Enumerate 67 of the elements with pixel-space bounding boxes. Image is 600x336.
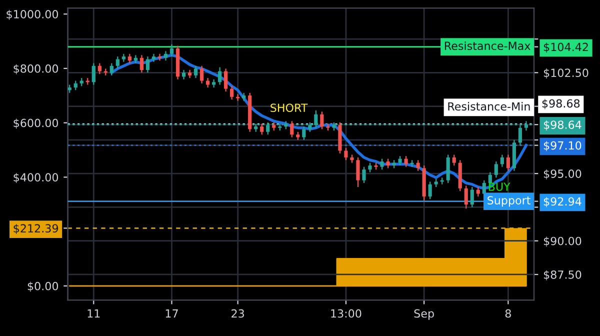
candlestick (320, 111, 324, 130)
y-tick-label: $0.00 (28, 282, 58, 292)
candlestick (194, 65, 198, 79)
y-tick-label: $212.39 (14, 224, 58, 234)
candlestick (302, 126, 306, 140)
candlestick (494, 160, 498, 178)
candlestick (170, 44, 174, 58)
candlestick (74, 80, 78, 91)
y-tick-label: $800.00 (14, 64, 58, 74)
candlestick (218, 66, 222, 86)
candlestick (404, 156, 408, 168)
candlestick (98, 62, 102, 75)
annotation: BUY (488, 182, 510, 191)
candlestick (152, 53, 156, 62)
candlestick (398, 156, 402, 166)
y2-tick-label: $98.64 (544, 120, 582, 130)
y-tick-label: $1000.00 (6, 10, 58, 20)
candlestick (140, 54, 144, 74)
candlestick (182, 69, 186, 80)
candlestick (446, 154, 450, 184)
y-tick-label: $400.00 (14, 172, 58, 184)
candlestick (206, 77, 210, 88)
x-tick-label: 13:00 (331, 309, 362, 318)
y2-tick-label: $102.50 (544, 68, 588, 79)
y2-tick-label: $87.50 (544, 270, 582, 280)
candlestick (260, 123, 264, 136)
y-tick-label: $600.00 (14, 118, 58, 129)
candlestick (224, 68, 228, 92)
x-tick-label: 23 (232, 309, 244, 318)
x-tick-label: 8 (505, 309, 511, 318)
candlestick (158, 53, 162, 62)
candlestick (230, 86, 234, 100)
candlestick (416, 160, 420, 172)
text: $98.68 (542, 99, 580, 110)
x-tick-label: Sep (414, 309, 434, 320)
x-tick-label: 17 (166, 309, 178, 318)
y2-tick-label: $104.42 (544, 42, 588, 53)
legend-label: Resistance-Min (448, 102, 530, 111)
candlestick (200, 65, 204, 84)
annotation: SHORT (270, 104, 308, 112)
x-tick-label: 11 (88, 309, 100, 318)
ref-line-label: Support (488, 196, 530, 207)
y2-tick-label: $92.94 (544, 197, 582, 208)
candlestick (110, 62, 114, 76)
y2-tick-label: $97.10 (544, 141, 582, 152)
ref-line-label: Resistance-Max (444, 41, 530, 50)
candlestick (164, 50, 168, 62)
candlestick (506, 154, 510, 172)
candlestick (128, 53, 132, 64)
candlestick (500, 154, 504, 168)
candlestick (452, 154, 456, 166)
candlestick (146, 56, 150, 74)
y2-tick-label: $90.00 (544, 236, 582, 247)
candlestick (368, 162, 372, 173)
y2-tick-label: $95.00 (544, 169, 582, 180)
candlestick (116, 56, 120, 70)
candlestick (464, 185, 468, 210)
candlestick (380, 158, 384, 170)
candlestick (476, 186, 480, 197)
candlestick (92, 62, 96, 86)
candlestick (290, 120, 294, 138)
candlestick (344, 147, 348, 161)
candlestick (356, 156, 360, 188)
candlestick (428, 181, 432, 200)
candlestick (386, 158, 390, 169)
candlestick (470, 186, 474, 208)
candlestick (362, 166, 366, 184)
